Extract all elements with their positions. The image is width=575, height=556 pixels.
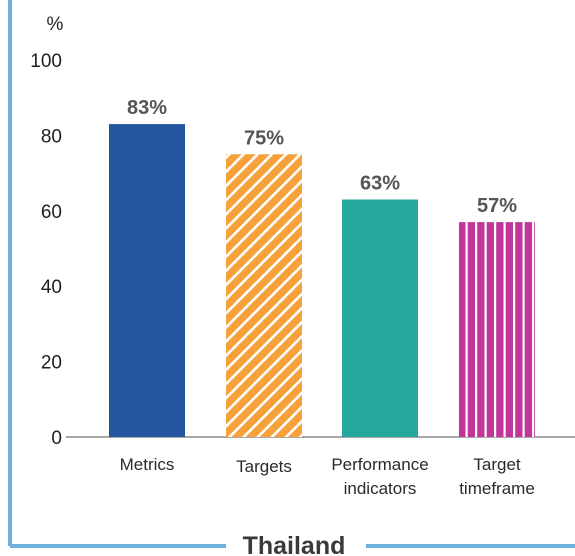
- y-tick-label: 60: [41, 202, 62, 223]
- x-category-label: Metrics: [120, 455, 175, 474]
- y-tick-label: 20: [41, 353, 62, 374]
- data-label: 75%: [244, 127, 284, 149]
- x-category-label: Targets: [236, 457, 292, 476]
- data-labels: 83% 75% 63% 57%: [127, 97, 517, 217]
- data-label: 57%: [477, 195, 517, 217]
- y-tick-label: 40: [41, 277, 62, 298]
- x-category-label: Target timeframe: [459, 455, 535, 498]
- y-tick-label: 80: [41, 126, 62, 147]
- chart-frame: [8, 0, 575, 548]
- bar-series: [109, 124, 535, 437]
- bar-targets: [226, 154, 302, 437]
- y-tick-label: 100: [30, 51, 62, 72]
- x-category-label: Performance indicators: [331, 455, 428, 498]
- bar-target-timeframe: [459, 222, 535, 437]
- bar-metrics: [109, 124, 185, 437]
- bar-performance-indicators: [342, 199, 418, 437]
- category-labels: Metrics Targets Performance indicators Targe…: [120, 455, 535, 498]
- chart-title: Thailand: [243, 532, 346, 556]
- data-label: 83%: [127, 97, 167, 119]
- y-axis-unit-label: %: [47, 14, 64, 35]
- y-tick-label: 0: [51, 428, 62, 449]
- data-label: 63%: [360, 172, 400, 194]
- y-axis-ticks: 0 20 40 60 80 100: [30, 51, 62, 449]
